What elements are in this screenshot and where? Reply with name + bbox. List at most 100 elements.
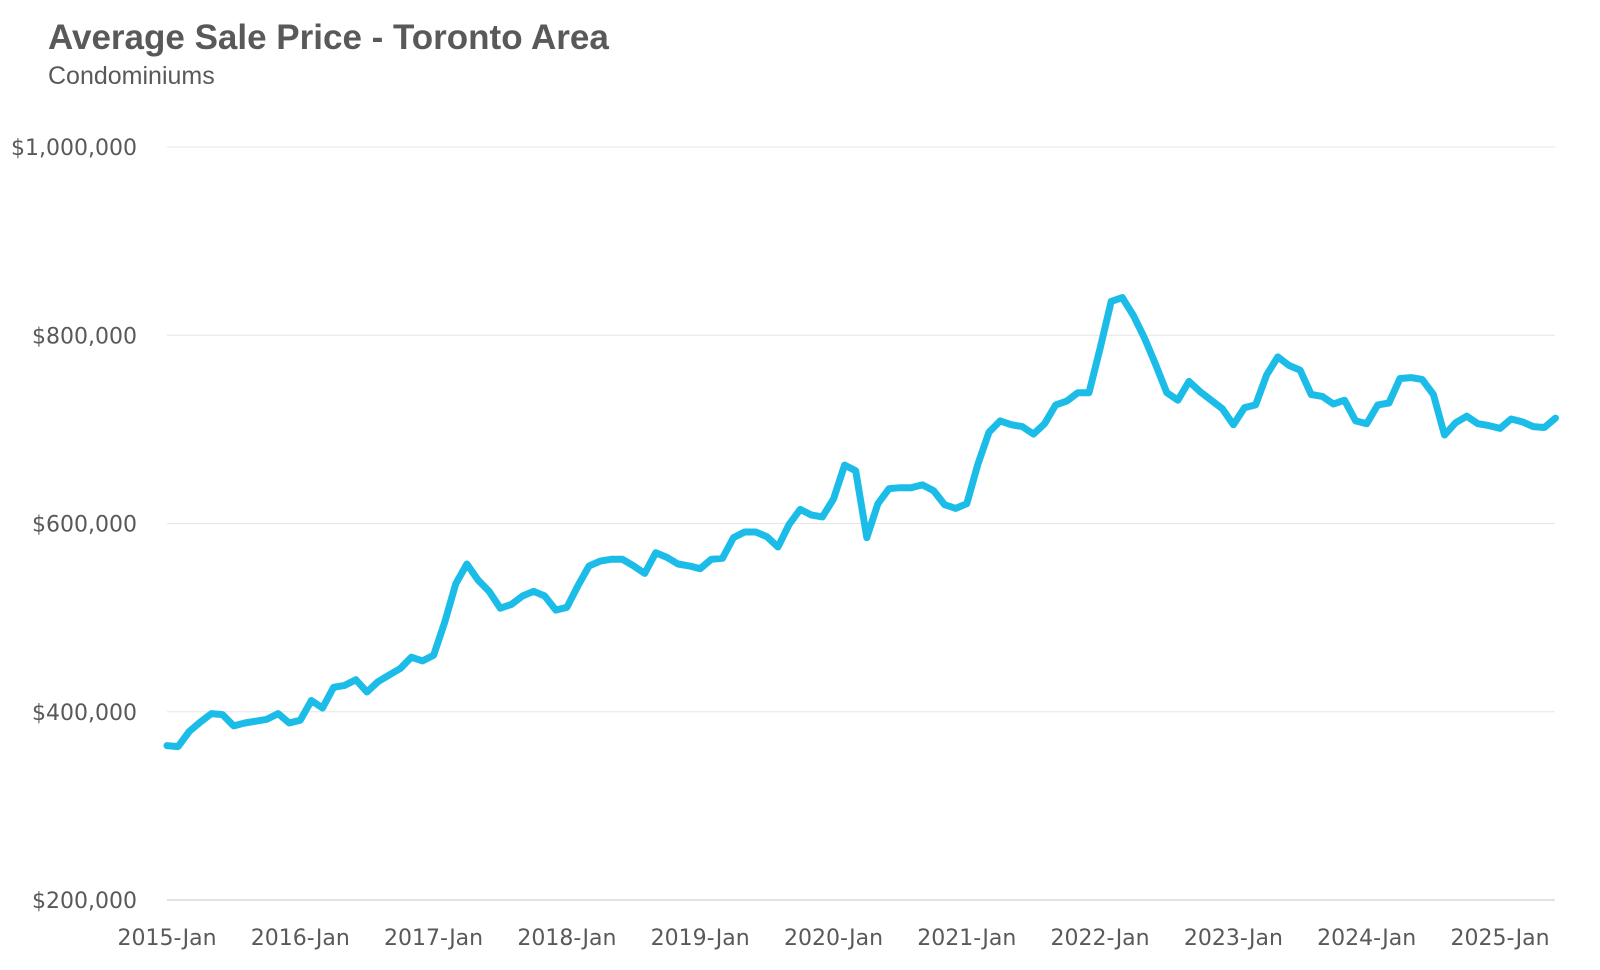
data-point — [544, 595, 546, 597]
data-point — [1355, 420, 1357, 422]
data-point — [1099, 347, 1101, 349]
data-point — [466, 563, 468, 565]
data-point — [255, 720, 257, 722]
data-point — [633, 565, 635, 567]
data-point — [1499, 427, 1501, 429]
data-point — [699, 568, 701, 570]
data-point — [1466, 415, 1468, 417]
data-point — [1088, 392, 1090, 394]
data-point — [1066, 400, 1068, 402]
data-point — [1110, 300, 1112, 302]
data-point — [799, 508, 801, 510]
data-point — [355, 679, 357, 681]
data-point — [1421, 379, 1423, 381]
data-point — [766, 536, 768, 538]
data-point — [1077, 392, 1079, 394]
data-point — [944, 504, 946, 506]
data-point — [566, 606, 568, 608]
data-point — [1121, 297, 1123, 299]
y-tick-label: $400,000 — [32, 701, 137, 726]
data-point — [1455, 422, 1457, 424]
data-point — [1033, 433, 1035, 435]
data-point — [1521, 421, 1523, 423]
data-point — [1010, 424, 1012, 426]
data-point — [744, 531, 746, 533]
x-tick-label: 2015-Jan — [117, 926, 216, 951]
data-point — [577, 585, 579, 587]
data-point — [821, 516, 823, 518]
data-point — [1166, 392, 1168, 394]
data-point — [422, 660, 424, 662]
data-point — [1310, 394, 1312, 396]
data-point — [410, 656, 412, 658]
x-tick-label: 2016-Jan — [251, 926, 350, 951]
data-point — [1299, 369, 1301, 371]
series-layer — [163, 294, 1559, 751]
data-point — [910, 487, 912, 489]
data-point — [810, 514, 812, 516]
data-point — [710, 558, 712, 560]
data-point — [977, 463, 979, 465]
data-point — [1144, 337, 1146, 339]
x-tick-label: 2021-Jan — [917, 926, 1016, 951]
data-point — [333, 686, 335, 688]
data-point — [866, 537, 868, 539]
x-tick-label: 2020-Jan — [784, 926, 883, 951]
data-point — [522, 595, 524, 597]
data-point — [1366, 423, 1368, 425]
data-point — [233, 725, 235, 727]
data-point — [666, 556, 668, 558]
data-point — [1232, 424, 1234, 426]
data-point — [1477, 423, 1479, 425]
data-point — [1244, 407, 1246, 409]
data-point — [1510, 418, 1512, 420]
data-point — [966, 503, 968, 505]
data-point — [688, 565, 690, 567]
data-point — [1277, 356, 1279, 358]
x-tick-label: 2024-Jan — [1317, 926, 1416, 951]
data-point — [433, 654, 435, 656]
data-point — [1377, 404, 1379, 406]
data-point — [1388, 402, 1390, 404]
data-point — [455, 583, 457, 585]
series-line — [163, 294, 1559, 751]
data-point — [1055, 404, 1057, 406]
data-point — [955, 507, 957, 509]
data-point — [1177, 399, 1179, 401]
data-point — [277, 713, 279, 715]
data-point — [266, 718, 268, 720]
data-point — [1210, 399, 1212, 401]
x-tick-label: 2022-Jan — [1051, 926, 1150, 951]
data-point — [366, 691, 368, 693]
y-tick-label: $800,000 — [32, 324, 137, 349]
data-point — [1488, 425, 1490, 427]
data-point — [188, 731, 190, 733]
data-point — [1221, 408, 1223, 410]
x-tick-label: 2025-Jan — [1450, 926, 1549, 951]
data-point — [166, 745, 168, 747]
data-point — [1344, 399, 1346, 401]
y-tick-label: $1,000,000 — [11, 136, 137, 161]
data-point — [488, 590, 490, 592]
data-point — [655, 552, 657, 554]
data-point — [199, 721, 201, 723]
y-tick-label: $600,000 — [32, 513, 137, 538]
data-point — [1410, 377, 1412, 379]
data-point — [444, 621, 446, 623]
data-point — [855, 470, 857, 472]
data-point — [1321, 395, 1323, 397]
data-point — [1555, 417, 1557, 419]
data-point — [344, 684, 346, 686]
data-point — [1532, 426, 1534, 428]
data-point — [510, 603, 512, 605]
data-point — [1155, 363, 1157, 365]
data-point — [1199, 391, 1201, 393]
data-point — [499, 607, 501, 609]
data-point — [721, 557, 723, 559]
data-point — [299, 719, 301, 721]
data-point — [1332, 403, 1334, 405]
data-point — [588, 565, 590, 567]
x-axis-labels: 2015-Jan 2016-Jan 2017-Jan 2018-Jan 2019-Jan… — [117, 926, 1549, 951]
data-point — [599, 560, 601, 562]
data-point — [755, 531, 757, 533]
